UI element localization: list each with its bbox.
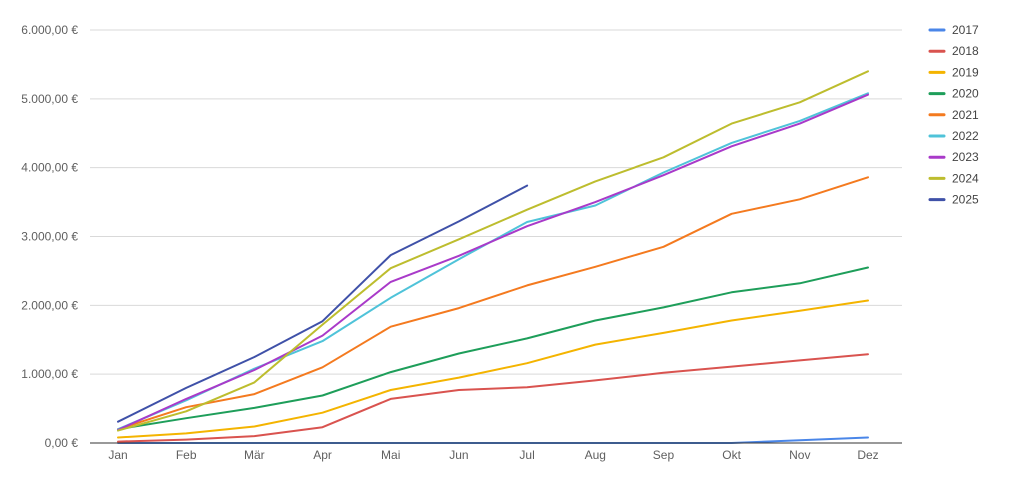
- series-line-2025: [117, 184, 529, 423]
- y-tick-label: 4.000,00 €: [21, 161, 78, 175]
- legend-label: 2020: [952, 87, 979, 101]
- legend-label: 2019: [952, 65, 979, 79]
- legend-item-2017[interactable]: 2017: [928, 23, 979, 37]
- x-tick-label: Dez: [857, 448, 878, 462]
- x-tick-label: Aug: [585, 448, 606, 462]
- legend-item-2020[interactable]: 2020: [928, 87, 979, 101]
- series-line-2020: [117, 266, 869, 431]
- legend-label: 2023: [952, 150, 979, 164]
- y-tick-label: 2.000,00 €: [21, 298, 78, 312]
- x-tick-label: Jan: [108, 448, 127, 462]
- series-line-2019: [117, 299, 869, 439]
- legend-item-2023[interactable]: 2023: [928, 150, 979, 164]
- series-lines: [117, 70, 869, 444]
- legend-label: 2018: [952, 44, 979, 58]
- legend-label: 2025: [952, 193, 979, 207]
- x-tick-label: Mär: [244, 448, 265, 462]
- y-tick-label: 3.000,00 €: [21, 230, 78, 244]
- series-line-2022: [117, 92, 869, 431]
- legend-label: 2024: [952, 171, 979, 185]
- y-tick-label: 0,00 €: [45, 436, 79, 450]
- legend-label: 2021: [952, 108, 979, 122]
- x-tick-label: Sep: [653, 448, 675, 462]
- x-tick-label: Jun: [449, 448, 468, 462]
- series-line-2018: [117, 353, 869, 443]
- x-tick-label: Feb: [176, 448, 197, 462]
- x-tick-label: Jul: [519, 448, 534, 462]
- x-tick-label: Okt: [722, 448, 741, 462]
- series-line-2023: [117, 93, 869, 431]
- legend-item-2022[interactable]: 2022: [928, 129, 979, 143]
- y-tick-label: 1.000,00 €: [21, 367, 78, 381]
- y-tick-label: 5.000,00 €: [21, 92, 78, 106]
- legend-item-2021[interactable]: 2021: [928, 108, 979, 122]
- legend-item-2025[interactable]: 2025: [928, 193, 979, 207]
- y-tick-label: 6.000,00 €: [21, 23, 78, 37]
- legend: 2017 2018 2019 2020 2021 2022 2023 2024 2025: [928, 23, 979, 207]
- legend-label: 2017: [952, 23, 979, 37]
- legend-item-2018[interactable]: 2018: [928, 44, 979, 58]
- gridlines: [90, 29, 902, 375]
- legend-item-2019[interactable]: 2019: [928, 65, 979, 79]
- x-tick-label: Mai: [381, 448, 400, 462]
- legend-label: 2022: [952, 129, 979, 143]
- series-line-2024: [117, 70, 869, 432]
- x-tick-label: Nov: [789, 448, 810, 462]
- x-tick-label: Apr: [313, 448, 332, 462]
- series-line-2021: [117, 176, 869, 431]
- legend-item-2024[interactable]: 2024: [928, 171, 979, 185]
